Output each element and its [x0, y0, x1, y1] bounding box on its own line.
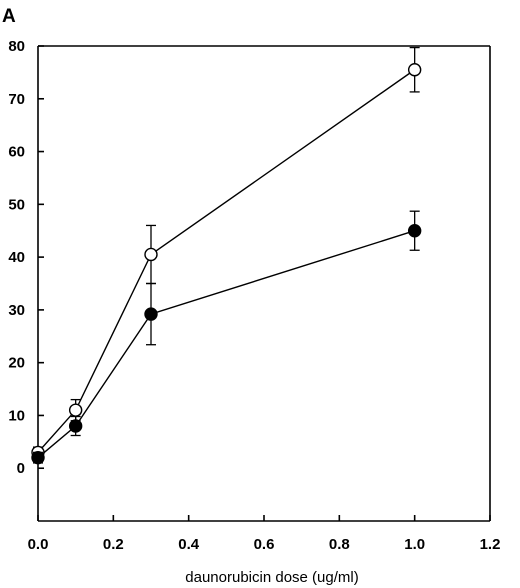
data-point — [68, 403, 83, 417]
series-line — [37, 230, 415, 459]
y-tick-label: 10 — [8, 407, 25, 424]
data-point — [144, 307, 158, 321]
x-axis-label: daunorubicin dose (ug/ml) — [185, 569, 358, 586]
y-tick-label: 70 — [8, 91, 25, 108]
y-tick-label: 20 — [8, 355, 25, 372]
x-tick-label: 0.2 — [103, 536, 124, 553]
series-1 — [31, 46, 422, 460]
data-point — [407, 224, 422, 238]
series-2 — [31, 210, 422, 465]
y-tick-label: 60 — [8, 144, 25, 161]
y-tick-label: 30 — [8, 302, 25, 319]
x-tick-label: 0.0 — [28, 536, 49, 553]
data-point — [407, 63, 422, 77]
y-tick-label: 0 — [17, 460, 25, 477]
axes: 0.0 0.2 0.4 0.6 0.8 1.0 1.2 0 10 20 30 40 50 60 70 80 — [8, 38, 500, 553]
series-line — [37, 69, 416, 453]
x-tick-label: 0.4 — [178, 536, 200, 553]
data-point — [31, 450, 45, 465]
x-tick-label: 0.8 — [329, 536, 350, 553]
x-tick-label: 0.6 — [254, 536, 275, 553]
y-tick-label: 50 — [8, 196, 25, 213]
series-layer — [31, 46, 422, 465]
data-point — [144, 247, 158, 262]
data-point — [68, 419, 83, 433]
x-tick-label: 1.0 — [404, 536, 425, 553]
y-tick-label: 80 — [8, 38, 25, 55]
y-tick-label: 40 — [8, 249, 25, 266]
panel-label: A — [2, 6, 16, 27]
x-tick-label: 1.2 — [480, 536, 501, 553]
